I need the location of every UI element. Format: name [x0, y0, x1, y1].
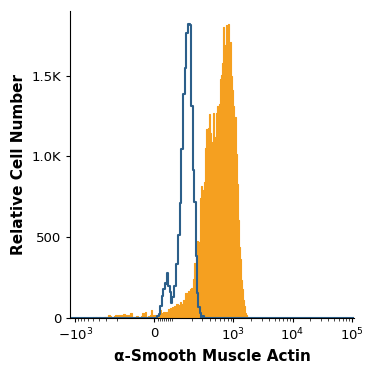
- Y-axis label: Relative Cell Number: Relative Cell Number: [11, 74, 26, 255]
- Polygon shape: [70, 24, 357, 318]
- X-axis label: α-Smooth Muscle Actin: α-Smooth Muscle Actin: [114, 349, 311, 364]
